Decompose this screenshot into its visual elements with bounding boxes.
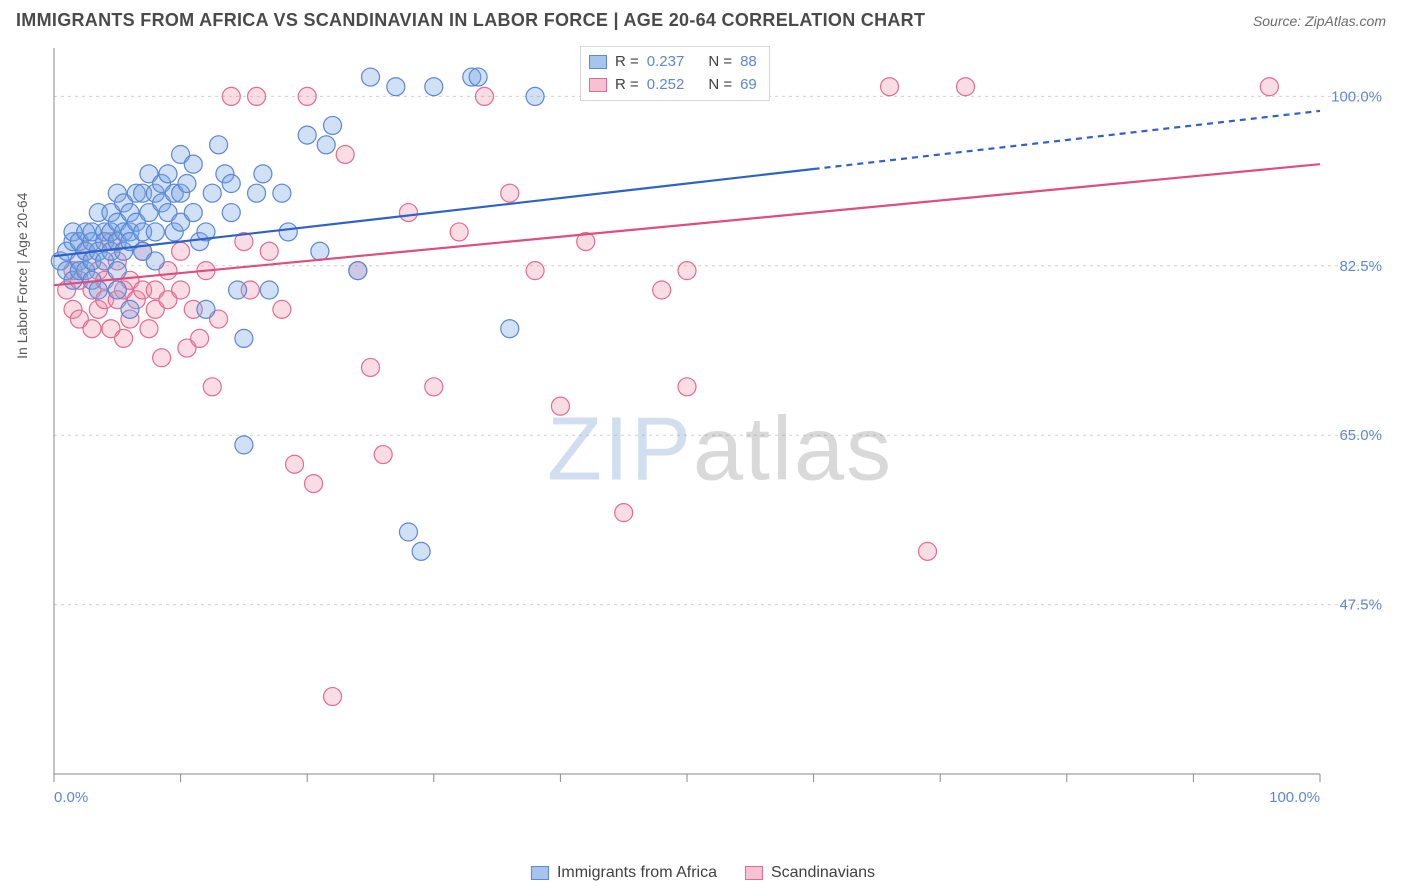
svg-text:100.0%: 100.0% (1331, 88, 1382, 105)
n-value-africa: 88 (740, 51, 757, 74)
r-label: R = (615, 74, 639, 97)
svg-text:0.0%: 0.0% (54, 789, 88, 806)
correlation-row-scandinavian: R = 0.252 N = 69 (589, 74, 757, 97)
correlation-row-africa: R = 0.237 N = 88 (589, 51, 757, 74)
r-label: R = (615, 51, 639, 74)
correlation-legend: R = 0.237 N = 88 R = 0.252 N = 69 (580, 46, 770, 101)
n-value-scandinavian: 69 (740, 74, 757, 97)
n-label: N = (708, 74, 732, 97)
swatch-scandinavian (745, 866, 763, 880)
legend-label-africa: Immigrants from Africa (557, 864, 717, 882)
y-axis-label: In Labor Force | Age 20-64 (14, 193, 30, 359)
r-value-scandinavian: 0.252 (647, 74, 685, 97)
legend-item-scandinavian: Scandinavians (745, 864, 875, 882)
n-label: N = (708, 51, 732, 74)
legend-item-africa: Immigrants from Africa (531, 864, 717, 882)
source-attribution: Source: ZipAtlas.com (1253, 13, 1386, 29)
svg-text:65.0%: 65.0% (1339, 427, 1382, 444)
legend-label-scandinavian: Scandinavians (771, 864, 875, 882)
svg-text:47.5%: 47.5% (1339, 597, 1382, 614)
scatter-plot: 47.5% 65.0% 82.5% 100.0% 0.0% 100.0% (50, 44, 1390, 824)
svg-text:82.5%: 82.5% (1339, 258, 1382, 275)
chart-area: 47.5%65.0%82.5%100.0%0.0%100.0% In Labor… (50, 44, 1390, 824)
chart-title: IMMIGRANTS FROM AFRICA VS SCANDINAVIAN I… (16, 10, 925, 31)
swatch-africa (589, 55, 607, 69)
swatch-africa (531, 866, 549, 880)
series-legend: Immigrants from Africa Scandinavians (531, 864, 875, 882)
svg-text:100.0%: 100.0% (1269, 789, 1320, 806)
r-value-africa: 0.237 (647, 51, 685, 74)
swatch-scandinavian (589, 78, 607, 92)
